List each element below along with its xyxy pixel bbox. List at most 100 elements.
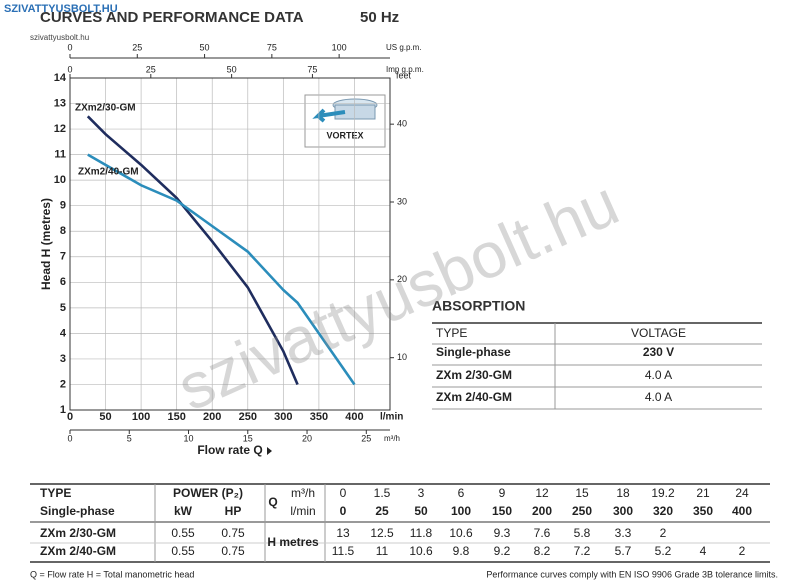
- table-cell: H metres: [267, 535, 319, 549]
- top-tick-label: 50: [200, 42, 210, 52]
- table-cell: 19.2: [651, 486, 675, 500]
- top-tick-label: 25: [132, 42, 142, 52]
- x-tick-label: 0: [67, 411, 73, 423]
- table-cell: ZXm 2/30-GM: [40, 526, 116, 540]
- y-tick-label: 4: [60, 327, 67, 339]
- y-tick-label: 7: [60, 251, 66, 263]
- x-label-arrow: [267, 447, 272, 455]
- table-cell: 2: [660, 526, 667, 540]
- table-cell: 24: [735, 486, 749, 500]
- footer-note: Performance curves comply with EN ISO 99…: [486, 569, 778, 579]
- table-cell: 5.7: [615, 544, 632, 558]
- bottom2-tick-label: 15: [243, 433, 253, 443]
- table-cell: 0.75: [221, 544, 245, 558]
- curve-label: ZXm2/40-GM: [78, 167, 139, 178]
- y2-tick-label: 10: [397, 352, 407, 362]
- table-cell: 4: [700, 544, 707, 558]
- table-cell: 7.2: [574, 544, 591, 558]
- table-cell: 13: [336, 526, 350, 540]
- table-cell: 25: [375, 504, 389, 518]
- table-cell: 0.75: [221, 526, 245, 540]
- table-cell: 12: [535, 486, 549, 500]
- y-tick-label: 10: [54, 174, 66, 186]
- table-cell: 3.3: [615, 526, 632, 540]
- table-cell: TYPE: [40, 486, 71, 500]
- table-cell: 9.8: [453, 544, 470, 558]
- table-cell: 300: [613, 504, 633, 518]
- y2-tick-label: 20: [397, 274, 407, 284]
- curve: [87, 153, 356, 386]
- table-cell: 8.2: [534, 544, 551, 558]
- table-cell: ZXm 2/40-GM: [40, 544, 116, 558]
- table-cell: 0: [340, 504, 347, 518]
- y-tick-label: 2: [60, 378, 66, 390]
- x-tick-label: 350: [310, 411, 328, 423]
- bottom2-tick-label: 10: [184, 433, 194, 443]
- y-tick-label: 3: [60, 353, 66, 365]
- table-cell: 0.55: [171, 526, 195, 540]
- y2-tick-label: 40: [397, 119, 407, 129]
- absorption-cell: 4.0 A: [645, 368, 672, 382]
- title: CURVES AND PERFORMANCE DATA: [40, 9, 304, 26]
- table-cell: Q: [268, 495, 277, 509]
- vortex-badge: VORTEX: [304, 94, 386, 148]
- y-axis-label: Head H (metres): [39, 198, 53, 290]
- x-tick-label: 50: [99, 411, 111, 423]
- y-tick-label: 6: [60, 276, 66, 288]
- curve: [86, 115, 299, 385]
- top-tick-label: 0: [67, 42, 72, 52]
- absorption-cell: 230 V: [643, 345, 674, 359]
- table-cell: 200: [532, 504, 552, 518]
- x-tick-label: 100: [132, 411, 150, 423]
- table-cell: 5.8: [574, 526, 591, 540]
- badge-label: VORTEX: [326, 130, 363, 140]
- y-tick-label: 14: [54, 72, 67, 84]
- table-cell: 400: [732, 504, 752, 518]
- table-cell: 9: [499, 486, 506, 500]
- x-axis-label: Flow rate Q: [197, 443, 262, 457]
- table-cell: 18: [616, 486, 630, 500]
- top-tick-label: 50: [227, 64, 237, 74]
- table-cell: kW: [174, 504, 193, 518]
- table-cell: 250: [572, 504, 592, 518]
- table-cell: 320: [653, 504, 673, 518]
- x-tick-label: 300: [274, 411, 292, 423]
- table-cell: 15: [575, 486, 589, 500]
- y-tick-label: 11: [54, 149, 66, 161]
- absorption-cell: ZXm 2/40-GM: [436, 390, 512, 404]
- table-cell: 12.5: [370, 526, 394, 540]
- table-cell: 10.6: [409, 544, 433, 558]
- logo: SZIVATTYUSBOLT.HU: [4, 3, 118, 15]
- y-tick-label: 12: [54, 123, 66, 135]
- table-cell: 1.5: [374, 486, 391, 500]
- bottom2-tick-label: 0: [67, 433, 72, 443]
- table-cell: 10.6: [449, 526, 473, 540]
- table-cell: 9.2: [494, 544, 511, 558]
- table-cell: 50: [414, 504, 428, 518]
- absorption-header: VOLTAGE: [631, 326, 686, 340]
- y2-unit: feet: [396, 70, 412, 80]
- x-tick-label: 250: [239, 411, 257, 423]
- table-cell: POWER (P₂): [173, 486, 243, 500]
- y-tick-label: 1: [60, 404, 66, 416]
- table-cell: 0.55: [171, 544, 195, 558]
- table-cell: 11.8: [410, 526, 433, 540]
- table-cell: 9.3: [494, 526, 511, 540]
- bottom2-tick-label: 20: [302, 433, 312, 443]
- y2-tick-label: 30: [397, 196, 407, 206]
- top-tick-label: 0: [67, 64, 72, 74]
- x-tick-label: 200: [203, 411, 221, 423]
- footer-legend: Q = Flow rate H = Total manometric head: [30, 569, 194, 579]
- table-cell: 11.5: [332, 544, 355, 558]
- x-tick-label: 400: [345, 411, 363, 423]
- table-cell: 0: [340, 486, 347, 500]
- x-unit: l/min: [380, 412, 403, 423]
- table-cell: 2: [739, 544, 746, 558]
- table-cell: l/min: [290, 504, 315, 518]
- y-tick-label: 5: [60, 302, 66, 314]
- bottom2-unit: m³/h: [384, 434, 400, 443]
- table-cell: 350: [693, 504, 713, 518]
- table-cell: 150: [492, 504, 512, 518]
- absorption-cell: ZXm 2/30-GM: [436, 368, 512, 382]
